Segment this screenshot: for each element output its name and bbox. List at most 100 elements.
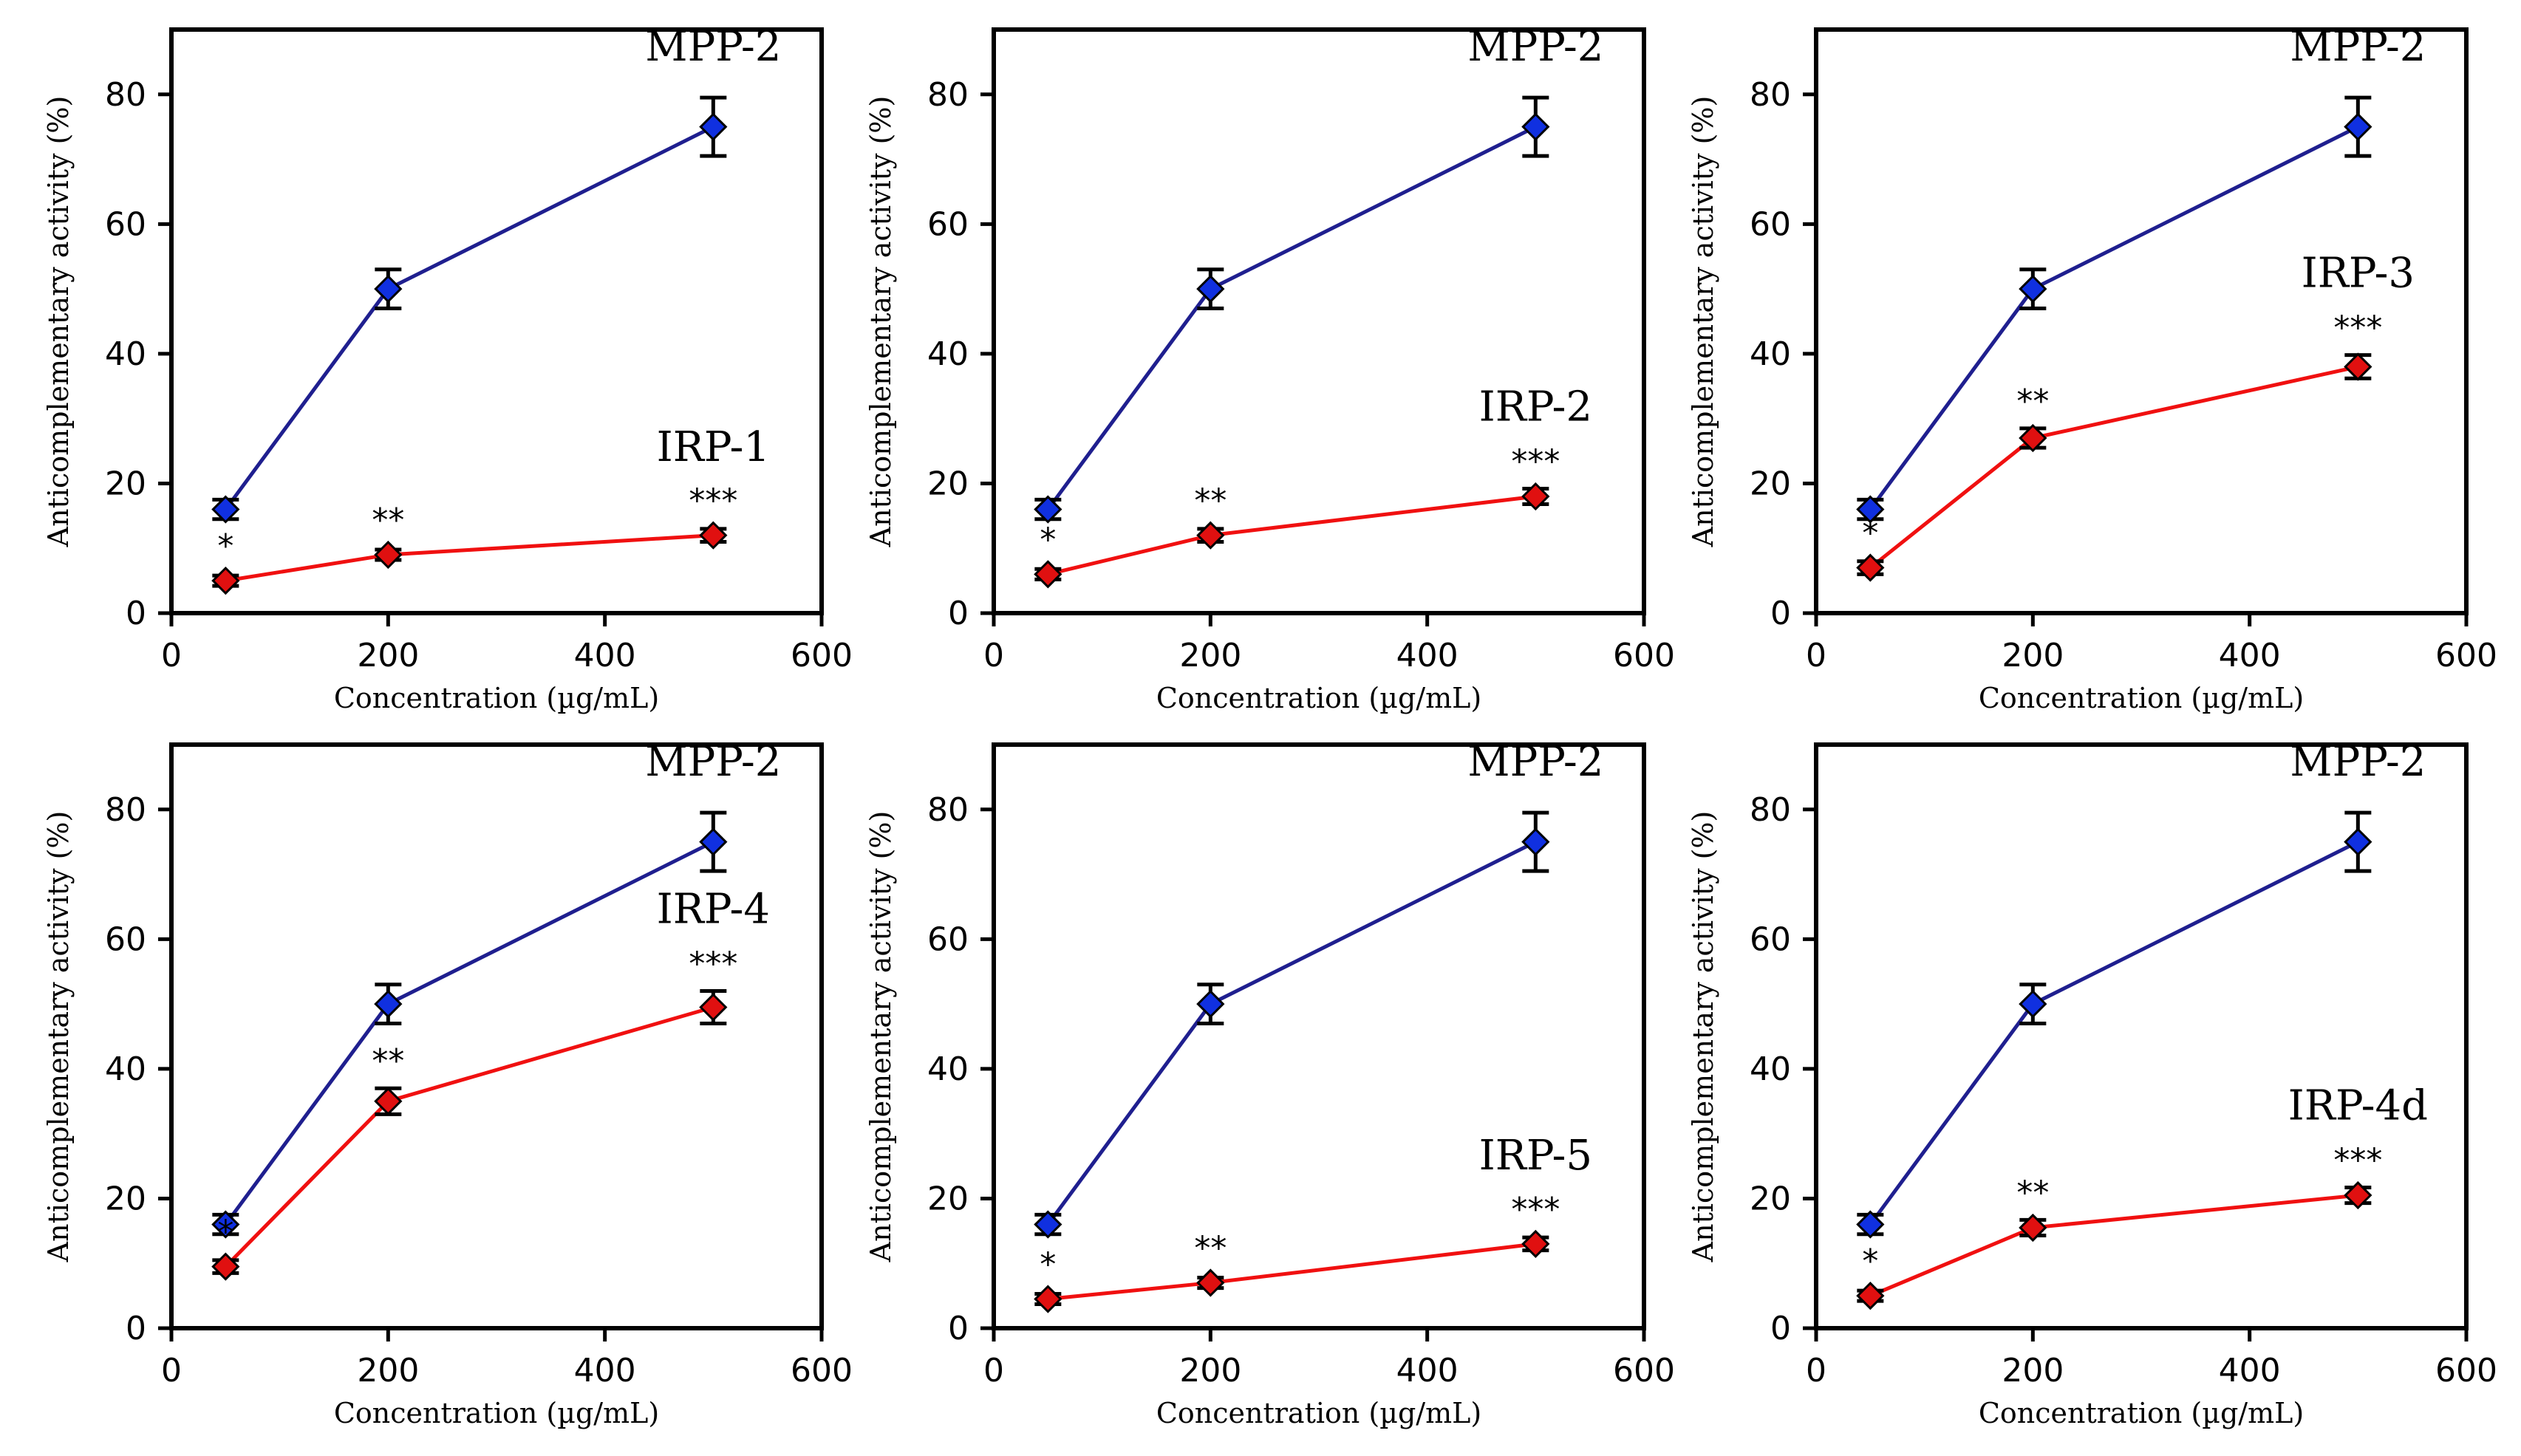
- y-tick-label: 60: [1750, 205, 1791, 243]
- x-tick-label: 400: [2219, 637, 2281, 674]
- series-line: [224, 840, 714, 1226]
- x-tick-label: 200: [357, 637, 419, 674]
- series-name-label: IRP-3: [2302, 250, 2415, 298]
- y-axis-label: Anticomplementary activity (%): [864, 96, 897, 548]
- x-tick-label: 400: [2219, 1352, 2281, 1390]
- significance-label: *: [217, 527, 233, 565]
- y-tick-label: 0: [126, 595, 146, 632]
- y-tick-label: 40: [1750, 335, 1791, 373]
- series-reference: MPP-2: [1034, 738, 1603, 1239]
- data-point: [374, 1087, 403, 1115]
- significance-label: **: [1194, 1230, 1227, 1268]
- y-tick-label: 0: [948, 1310, 969, 1347]
- data-point: [374, 540, 403, 570]
- significance-label: ***: [2333, 1142, 2382, 1180]
- y-tick-label: 20: [105, 1180, 146, 1217]
- data-point: [1521, 1229, 1550, 1259]
- series-line: [1046, 840, 1537, 1226]
- data-point: [2344, 1180, 2372, 1210]
- series-sample: ******IRP-4: [211, 886, 770, 1281]
- series-line: [1869, 840, 2359, 1226]
- y-tick-label: 0: [1770, 595, 1791, 632]
- data-point: [1856, 495, 1885, 524]
- series-line: [225, 533, 714, 583]
- x-tick-label: 600: [791, 1352, 853, 1390]
- significance-label: ***: [689, 482, 737, 520]
- data-point: [1196, 521, 1225, 550]
- y-tick-label: 60: [927, 920, 969, 958]
- y-tick-label: 20: [1750, 1180, 1791, 1217]
- data-point: [211, 566, 240, 595]
- data-point: [1521, 482, 1550, 511]
- series-name-label: MPP-2: [1467, 23, 1603, 71]
- data-point: [2019, 423, 2047, 453]
- y-tick-label: 80: [1750, 791, 1791, 829]
- significance-label: *: [1040, 521, 1056, 558]
- significance-label: ***: [1511, 442, 1560, 480]
- x-axis-label: Concentration (µg/mL): [334, 682, 659, 714]
- series-sample: ******IRP-2: [1034, 383, 1592, 589]
- y-tick-label: 60: [1750, 920, 1791, 958]
- data-point: [1856, 553, 1885, 582]
- x-tick-label: 400: [574, 637, 636, 674]
- y-axis-label: Anticomplementary activity (%): [864, 811, 897, 1263]
- chart-panel-1: 0 200 400 600 0 20 40 60 80 Concentration (µg/mL)…: [42, 23, 853, 714]
- y-tick-label: 80: [1750, 76, 1791, 114]
- x-tick-label: 200: [2002, 637, 2064, 674]
- chart-panel-5: 0 200 400 600 0 20 40 60 80 Concentration (µg/mL)…: [864, 738, 1675, 1429]
- series-line: [1869, 365, 2358, 570]
- significance-label: **: [2016, 1174, 2049, 1211]
- series-line: [1869, 1193, 2358, 1298]
- series-line: [224, 125, 714, 511]
- data-point: [211, 495, 240, 524]
- series-reference: MPP-2: [211, 23, 781, 524]
- series-name-label: IRP-5: [1479, 1132, 1592, 1180]
- y-tick-label: 40: [927, 335, 969, 373]
- x-tick-label: 400: [1396, 637, 1459, 674]
- data-point: [1521, 112, 1550, 141]
- series-name-label: MPP-2: [2290, 23, 2426, 71]
- significance-label: **: [2016, 383, 2049, 420]
- y-axis-label: Anticomplementary activity (%): [42, 96, 75, 548]
- x-tick-label: 400: [1396, 1352, 1459, 1390]
- x-axis-label: Concentration (µg/mL): [1156, 1397, 1481, 1429]
- y-tick-label: 60: [105, 205, 146, 243]
- data-point: [699, 993, 728, 1022]
- plot-frame: [169, 742, 824, 1330]
- x-tick-label: 600: [2435, 637, 2497, 674]
- series-name-label: MPP-2: [645, 23, 781, 71]
- y-tick-label: 20: [1750, 465, 1791, 502]
- y-tick-label: 40: [105, 335, 146, 373]
- y-tick-label: 0: [1770, 1310, 1791, 1347]
- data-point: [1856, 1281, 1885, 1310]
- data-point: [1196, 989, 1225, 1019]
- series-name-label: IRP-1: [657, 423, 770, 471]
- series-reference: MPP-2: [211, 738, 781, 1239]
- plot-frame: [992, 27, 1646, 615]
- data-point: [1034, 1210, 1062, 1239]
- x-tick-label: 400: [574, 1352, 636, 1390]
- significance-label: *: [1862, 515, 1878, 553]
- data-point: [1034, 560, 1062, 589]
- x-tick-label: 0: [1806, 1352, 1826, 1390]
- chart-panel-3: 0 200 400 600 0 20 40 60 80 Concentration (µg/mL)…: [1687, 23, 2497, 714]
- x-axis-label: Concentration (µg/mL): [334, 1397, 659, 1429]
- y-tick-label: 0: [126, 1310, 146, 1347]
- chart-panel-2: 0 200 400 600 0 20 40 60 80 Concentration (µg/mL)…: [864, 23, 1675, 714]
- series-name-label: IRP-2: [1479, 383, 1592, 431]
- significance-label: *: [1040, 1246, 1056, 1284]
- data-point: [211, 1252, 240, 1281]
- significance-label: **: [372, 502, 404, 539]
- series-sample: ******IRP-4d: [1856, 1082, 2428, 1310]
- data-point: [374, 274, 403, 304]
- x-tick-label: 600: [791, 637, 853, 674]
- data-point: [2344, 352, 2372, 381]
- series-sample: ******IRP-3: [1856, 250, 2415, 582]
- y-tick-label: 80: [105, 76, 146, 114]
- data-point: [2019, 274, 2047, 304]
- significance-label: *: [217, 1214, 233, 1251]
- data-point: [1034, 495, 1062, 524]
- data-point: [1856, 1210, 1885, 1239]
- data-point: [2344, 827, 2372, 856]
